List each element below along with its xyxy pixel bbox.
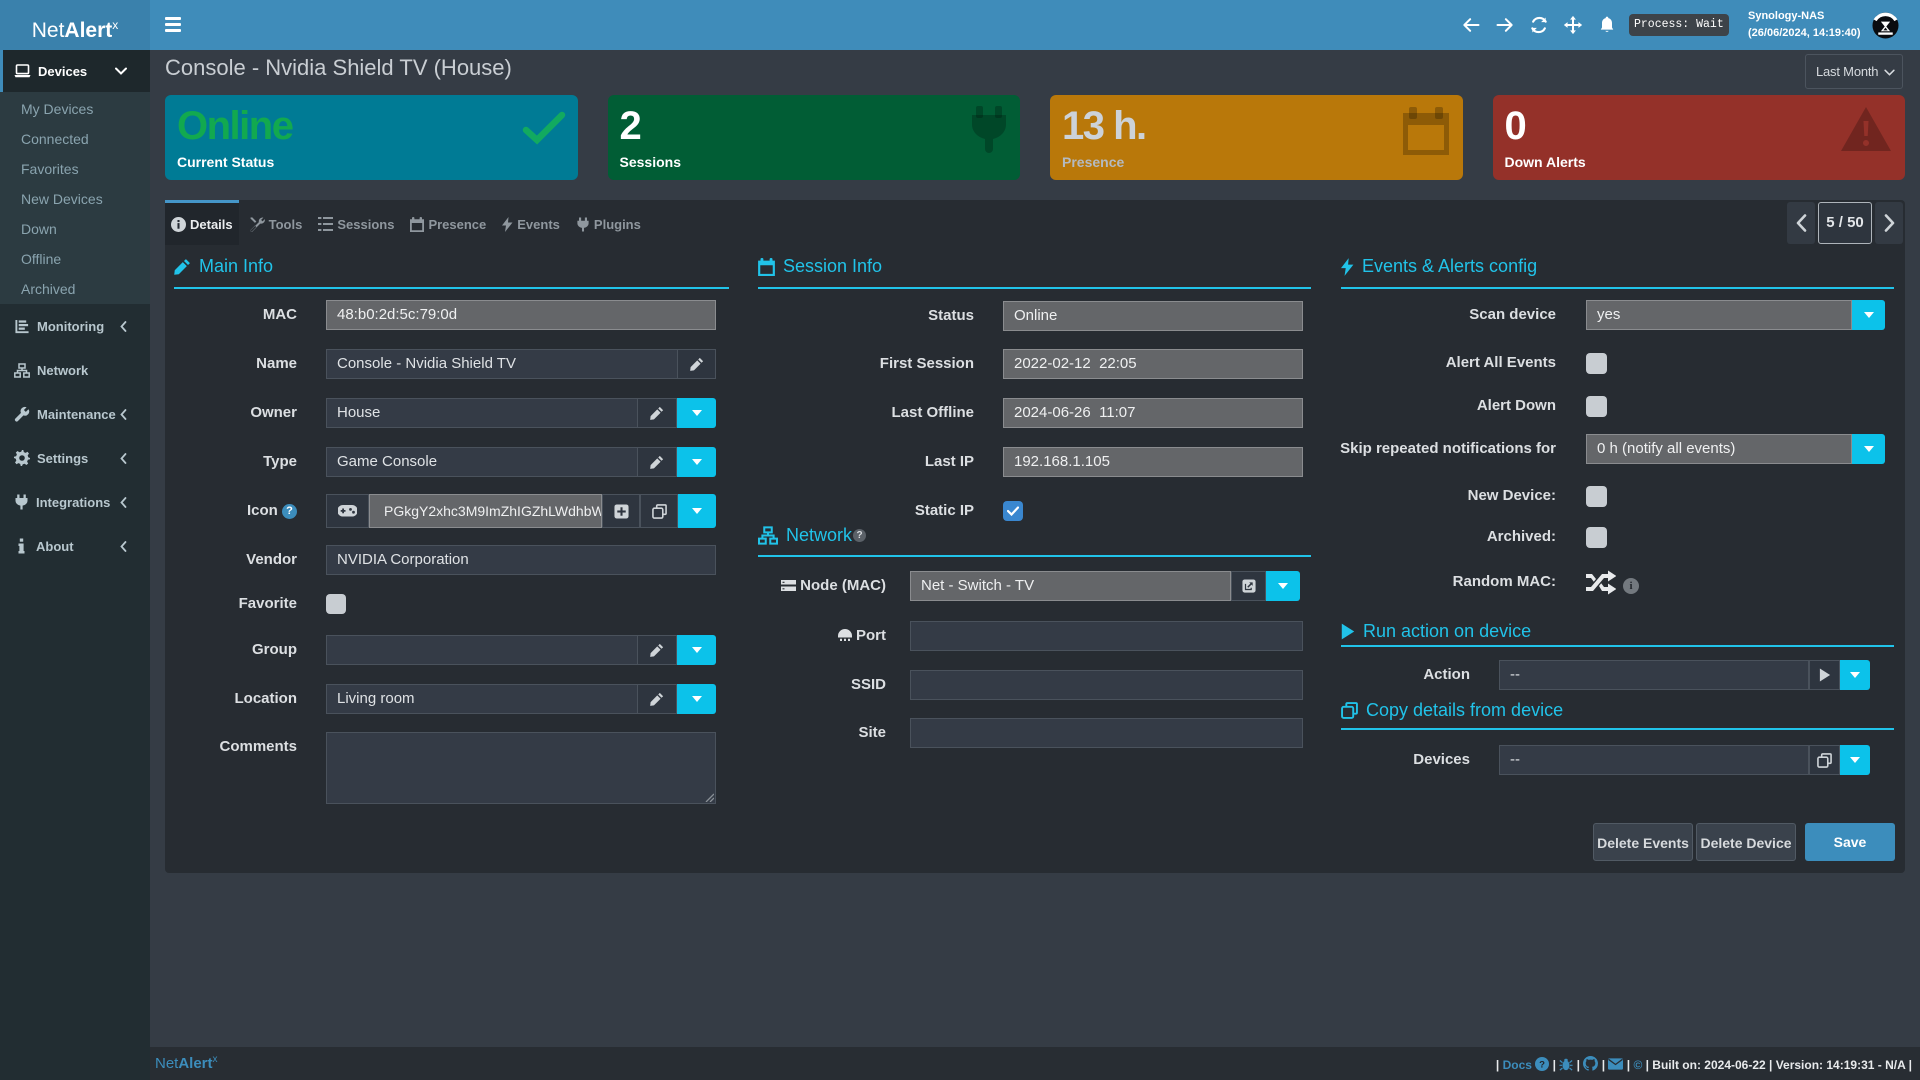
svg-text:?: ? bbox=[1539, 1060, 1545, 1071]
